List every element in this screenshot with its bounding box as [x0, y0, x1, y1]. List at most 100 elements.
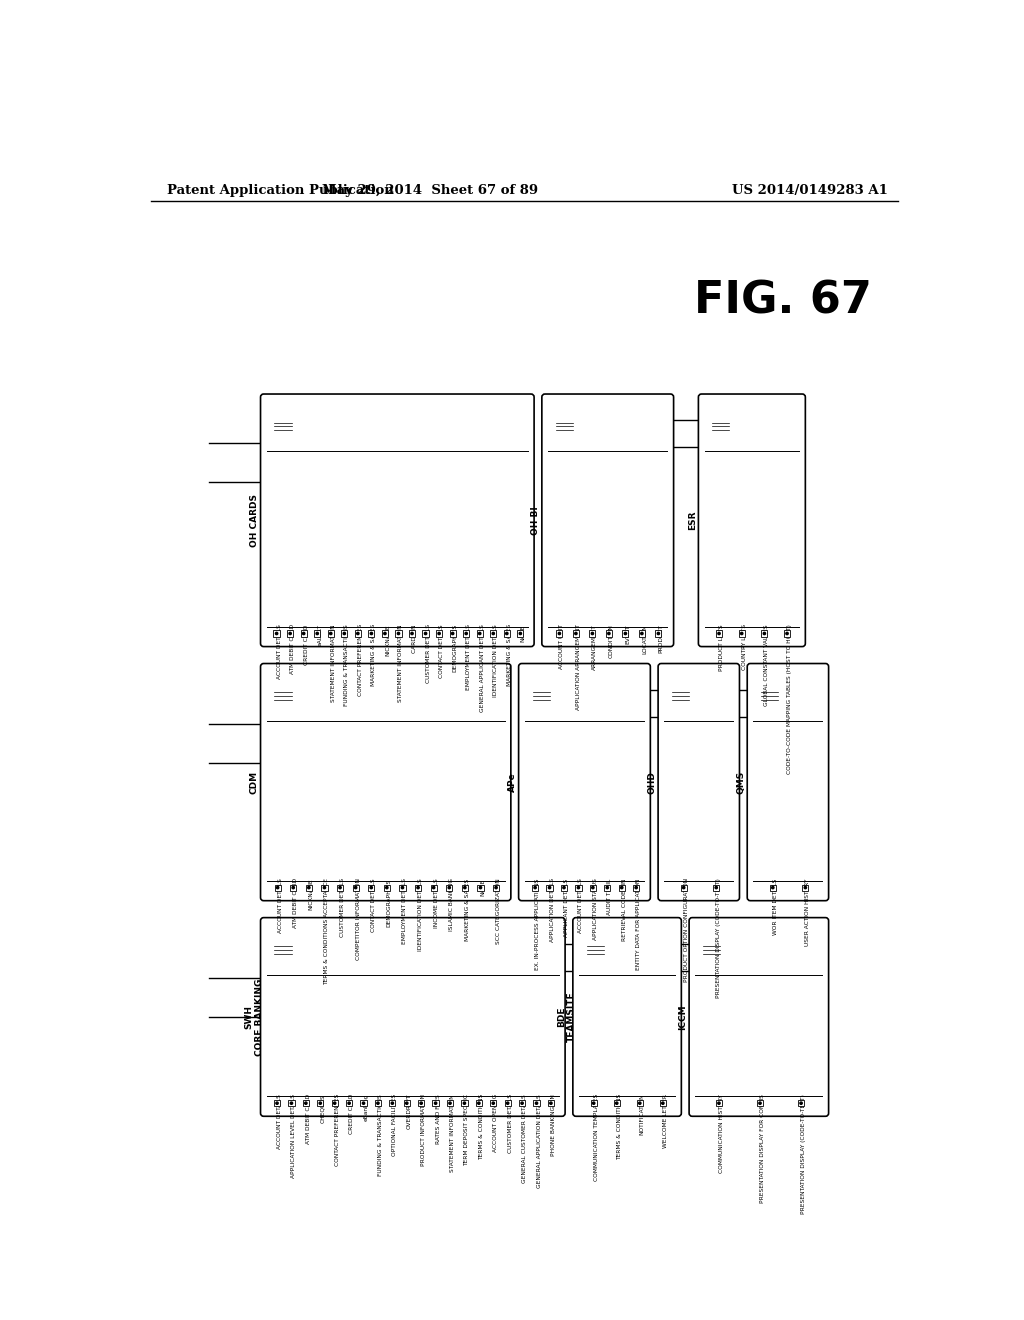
- Circle shape: [591, 632, 594, 635]
- Bar: [314, 631, 321, 636]
- Circle shape: [506, 632, 508, 635]
- Text: PRESENTATION DISPLAY (CODE-TO-TEXT): PRESENTATION DISPLAY (CODE-TO-TEXT): [716, 878, 721, 998]
- Circle shape: [592, 887, 594, 888]
- Circle shape: [479, 887, 481, 888]
- FancyBboxPatch shape: [531, 688, 551, 704]
- Bar: [618, 884, 625, 891]
- Text: STATEMENT INFORMATION: STATEMENT INFORMATION: [450, 1094, 455, 1172]
- Bar: [681, 884, 687, 891]
- Circle shape: [716, 944, 719, 946]
- Text: LOCATION: LOCATION: [642, 624, 647, 653]
- Text: ARRANGEMENT: ARRANGEMENT: [593, 624, 597, 671]
- Circle shape: [683, 887, 685, 888]
- Circle shape: [477, 1102, 480, 1105]
- Bar: [757, 1100, 763, 1106]
- Circle shape: [330, 632, 332, 635]
- Circle shape: [546, 689, 549, 693]
- Text: COMPETITOR INFORMATION: COMPETITOR INFORMATION: [355, 878, 360, 961]
- Bar: [352, 884, 358, 891]
- Bar: [490, 1100, 497, 1106]
- Bar: [659, 1100, 666, 1106]
- Text: TERMS & CONDITIONS: TERMS & CONDITIONS: [616, 1094, 622, 1160]
- Text: CDM: CDM: [250, 771, 259, 793]
- Text: EMPLOYMENT DETAILS: EMPLOYMENT DETAILS: [466, 624, 471, 690]
- Bar: [716, 1100, 722, 1106]
- Text: OH CARDS: OH CARDS: [250, 494, 259, 546]
- Bar: [395, 631, 401, 636]
- Bar: [591, 1100, 597, 1106]
- Bar: [589, 631, 596, 636]
- Text: NICKNAME: NICKNAME: [385, 624, 390, 656]
- Circle shape: [569, 420, 572, 424]
- Circle shape: [606, 887, 608, 888]
- Circle shape: [563, 887, 565, 888]
- Text: May 29, 2014  Sheet 67 of 89: May 29, 2014 Sheet 67 of 89: [323, 185, 539, 197]
- Bar: [274, 1100, 281, 1106]
- Circle shape: [715, 887, 718, 888]
- Bar: [278, 958, 288, 961]
- Text: OVERDRAFT: OVERDRAFT: [407, 1094, 412, 1130]
- Circle shape: [343, 632, 345, 635]
- Circle shape: [558, 632, 560, 635]
- Circle shape: [371, 632, 373, 635]
- Bar: [418, 1100, 424, 1106]
- Bar: [328, 631, 334, 636]
- Text: CONTACT PREFERENCES: CONTACT PREFERENCES: [335, 1094, 340, 1166]
- Circle shape: [449, 1102, 452, 1105]
- Text: ACCOUNT DETAILS: ACCOUNT DETAILS: [278, 1094, 282, 1148]
- Text: NICKNAME: NICKNAME: [309, 878, 313, 909]
- FancyBboxPatch shape: [260, 395, 535, 647]
- Bar: [477, 884, 483, 891]
- FancyBboxPatch shape: [748, 664, 828, 900]
- Circle shape: [307, 887, 310, 888]
- Circle shape: [550, 1102, 552, 1105]
- Circle shape: [685, 689, 688, 693]
- Bar: [547, 884, 553, 891]
- Circle shape: [356, 632, 359, 635]
- Text: eALERT: eALERT: [317, 624, 323, 647]
- Text: INCOME DETAILS: INCOME DETAILS: [433, 878, 438, 928]
- Text: NAME: NAME: [520, 624, 525, 642]
- Bar: [476, 1100, 482, 1106]
- Circle shape: [772, 887, 774, 888]
- Text: PHONE BANKING PIN: PHONE BANKING PIN: [551, 1094, 556, 1156]
- Circle shape: [289, 632, 291, 635]
- Bar: [436, 631, 442, 636]
- Text: ISLAMIC BANKING: ISLAMIC BANKING: [450, 878, 455, 932]
- Circle shape: [411, 632, 413, 635]
- Circle shape: [493, 1102, 495, 1105]
- Text: ACCOUNT UNIT: ACCOUNT UNIT: [559, 624, 564, 669]
- FancyBboxPatch shape: [689, 917, 828, 1117]
- Circle shape: [641, 632, 643, 635]
- Circle shape: [607, 632, 610, 635]
- Bar: [561, 884, 567, 891]
- Circle shape: [401, 887, 403, 888]
- Text: ACCOUNT OPENING: ACCOUNT OPENING: [494, 1094, 499, 1152]
- Text: TERMS & CONDITIONS ACCEPTANCE: TERMS & CONDITIONS ACCEPTANCE: [325, 878, 330, 985]
- Text: IDENTIFICATION DETAILS: IDENTIFICATION DETAILS: [494, 624, 499, 697]
- Bar: [505, 1100, 511, 1106]
- Text: ATM DEBIT CARD: ATM DEBIT CARD: [306, 1094, 311, 1144]
- Bar: [493, 884, 499, 891]
- Text: CONDITION: CONDITION: [609, 624, 613, 659]
- Text: CARD PIN: CARD PIN: [412, 624, 417, 653]
- Bar: [519, 1100, 525, 1106]
- Text: CREDIT CARD: CREDIT CARD: [304, 624, 308, 665]
- Bar: [604, 884, 610, 891]
- Bar: [504, 631, 510, 636]
- Text: TERMS & CONDITIONS: TERMS & CONDITIONS: [479, 1094, 484, 1160]
- Bar: [637, 1100, 643, 1106]
- Bar: [287, 631, 293, 636]
- Text: Patent Application Publication: Patent Application Publication: [167, 185, 393, 197]
- Bar: [337, 884, 343, 891]
- Text: PRESENTATION DISPLAY (CODE-TO-TEXT): PRESENTATION DISPLAY (CODE-TO-TEXT): [801, 1094, 806, 1214]
- Text: DEMOGRAPHICS: DEMOGRAPHICS: [453, 624, 458, 672]
- Text: CONTACT DETAILS: CONTACT DETAILS: [372, 878, 376, 932]
- Bar: [713, 884, 719, 891]
- Bar: [623, 631, 629, 636]
- Circle shape: [438, 632, 440, 635]
- Bar: [639, 631, 645, 636]
- Bar: [761, 631, 767, 636]
- Bar: [633, 884, 639, 891]
- Text: PRODUCT INFORMATION: PRODUCT INFORMATION: [421, 1094, 426, 1166]
